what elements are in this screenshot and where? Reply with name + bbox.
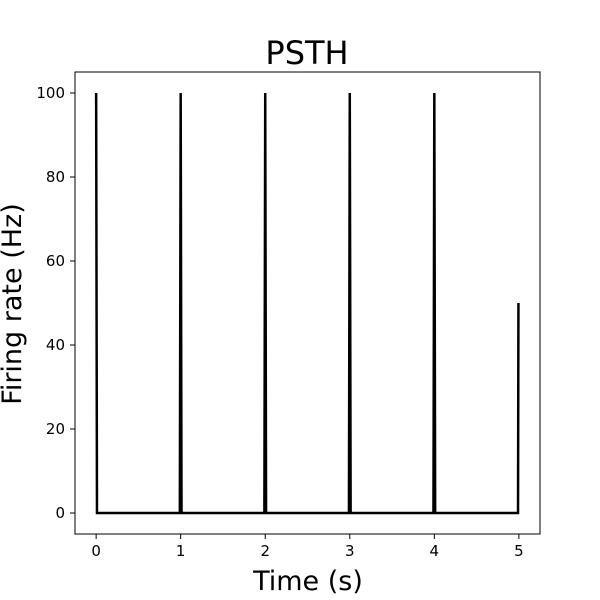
- y-tick-label: 20: [46, 420, 65, 438]
- psth-series-line: [94, 92, 520, 515]
- y-axis-label: Firing rate (Hz): [0, 203, 28, 404]
- x-axis-label: Time (s): [252, 566, 363, 597]
- plot-frame: [74, 71, 541, 535]
- y-tick-label: 100: [36, 84, 65, 102]
- x-tick-label: 4: [430, 542, 440, 560]
- x-tick-label: 5: [514, 542, 524, 560]
- x-tick-label: 2: [260, 542, 270, 560]
- chart-title: PSTH: [265, 34, 348, 72]
- x-tick-label: 0: [91, 542, 101, 560]
- y-tick-label: 40: [46, 336, 65, 354]
- x-tick-label: 1: [176, 542, 186, 560]
- x-tick-label: 3: [345, 542, 355, 560]
- y-tick-label: 60: [46, 252, 65, 270]
- y-tick-label: 0: [55, 504, 65, 522]
- y-tick-label: 80: [46, 168, 65, 186]
